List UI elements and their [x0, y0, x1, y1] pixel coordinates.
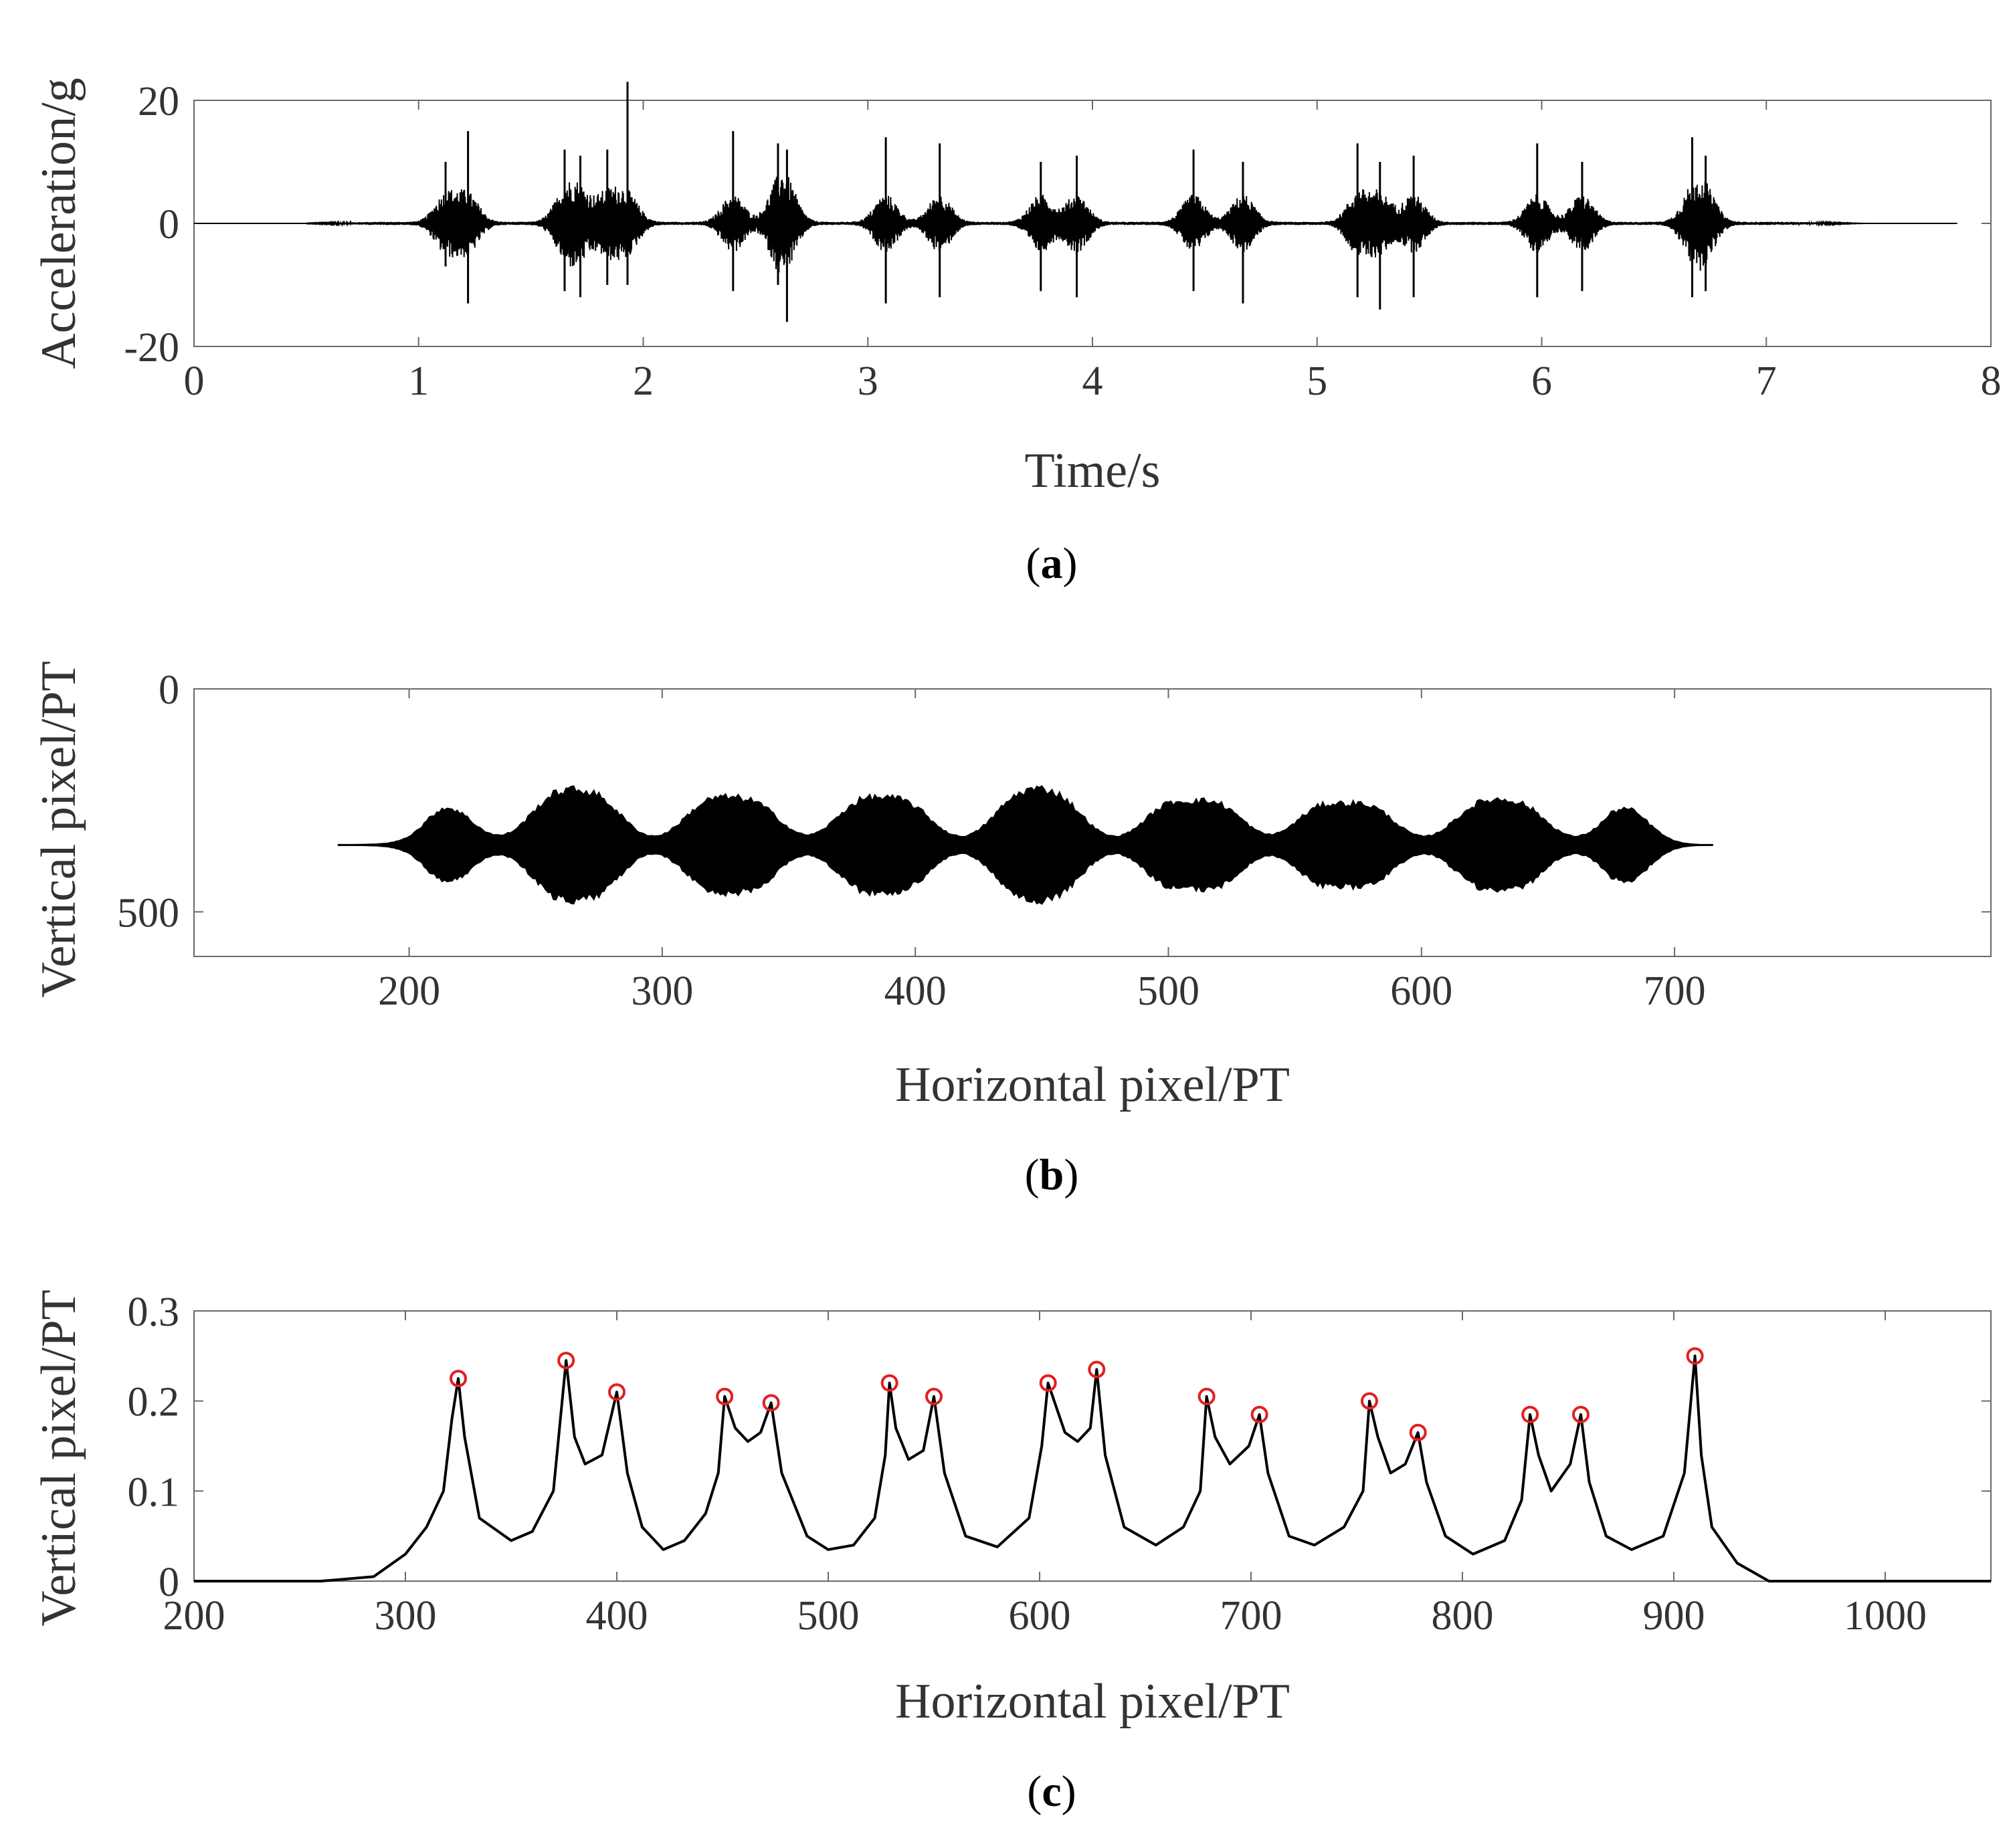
panel-b-y-tick-label: 0	[159, 668, 179, 713]
panel-a-signal	[194, 82, 1957, 322]
panel-a-x-tick-label: 8	[1981, 358, 2002, 404]
panel-c-x-axis-label: Horizontal pixel/PT	[895, 1674, 1290, 1729]
panel-a-x-tick-label: 7	[1756, 358, 1777, 404]
peak-marker	[1039, 1374, 1057, 1392]
panel-b-x-axis-label: Horizontal pixel/PT	[895, 1057, 1290, 1112]
panel-c-x-tick-label: 300	[375, 1593, 437, 1639]
panel-a-x-tick-label: 3	[858, 358, 878, 404]
panel-c: 200 300 400 500 600 700 800 900 1000 00.10.20.3 …	[31, 1290, 1992, 1816]
panel-c-line	[194, 1354, 1991, 1582]
profile-line	[194, 1354, 1991, 1582]
panel-b-x-tick-label: 600	[1390, 968, 1452, 1014]
panel-a-x-tick-label: 6	[1531, 358, 1552, 404]
panel-b-y-tick-label: 500	[117, 890, 179, 936]
panel-a-y-tick-label: 0	[159, 202, 179, 247]
panel-b-x-tick-label: 200	[378, 968, 440, 1014]
panel-c-x-tick-label: 900	[1643, 1593, 1705, 1639]
panel-c-x-tick-label: 500	[797, 1593, 860, 1639]
panel-c-x-tick-label: 800	[1432, 1593, 1494, 1639]
peak-marker	[1197, 1387, 1216, 1405]
panel-a-x-ticks: 0 1 2 3 4 5 6 7 8	[184, 100, 2002, 404]
panel-b-trace	[337, 785, 1713, 905]
panel-a-y-axis-label: Acceleration/g	[31, 78, 86, 369]
panel-b-y-axis-label: Vertical pixel/PT	[31, 661, 86, 997]
peak-marker	[1250, 1405, 1268, 1423]
peak-marker	[1360, 1392, 1378, 1410]
panel-a-x-tick-label: 0	[184, 358, 205, 404]
panel-b-x-tick-label: 300	[631, 968, 693, 1014]
panel-a-caption: (a)	[1026, 539, 1078, 588]
panel-b-x-tick-label: 500	[1137, 968, 1200, 1014]
panel-a-x-tick-label: 5	[1307, 358, 1327, 404]
panel-c-y-axis-label: Vertical pixel/PT	[31, 1290, 86, 1626]
panel-c-plot-frame	[193, 1310, 1992, 1582]
peak-marker	[925, 1387, 943, 1405]
panel-a-x-tick-label: 4	[1082, 358, 1103, 404]
panel-c-y-ticks: 0 0.1 0.2 0.3	[128, 1290, 1991, 1605]
panel-c-x-ticks: 200 300 400 500 600 700 800 900 1000	[163, 1311, 1927, 1639]
panel-a-x-tick-label: 1	[408, 358, 429, 404]
peak-marker	[880, 1374, 898, 1392]
panel-c-x-tick-label: 400	[586, 1593, 648, 1639]
panel-c-x-tick-label: 600	[1009, 1593, 1071, 1639]
panel-b: 200 300 400 500 600 700 0 500 Horizontal pixel…	[31, 661, 1992, 1199]
panel-c-x-tick-label: 1000	[1844, 1593, 1927, 1639]
peak-marker	[1521, 1405, 1539, 1423]
panel-a-y-ticks: 20 0 -20	[124, 79, 1991, 371]
panel-a-x-axis-label: Time/s	[1025, 443, 1161, 498]
peak-marker	[762, 1394, 780, 1412]
panel-a-y-tick-label: -20	[124, 325, 179, 371]
peak-marker	[450, 1370, 467, 1387]
panel-c-peak-markers	[450, 1347, 1704, 1441]
panel-b-plot-frame	[193, 688, 1992, 957]
panel-c-y-tick-label: 0	[159, 1560, 179, 1605]
panel-a-y-tick-label: 20	[138, 79, 179, 124]
peak-marker	[608, 1383, 626, 1401]
panel-c-y-tick-label: 0.3	[128, 1290, 180, 1335]
panel-c-caption: (c)	[1027, 1767, 1076, 1816]
panel-c-x-tick-label: 700	[1220, 1593, 1282, 1639]
peak-marker	[1088, 1360, 1106, 1378]
panel-b-x-tick-label: 400	[884, 968, 947, 1014]
peak-marker	[1571, 1405, 1590, 1423]
panel-c-y-tick-label: 0.1	[128, 1469, 180, 1515]
peak-marker	[716, 1387, 734, 1405]
panel-b-y-ticks: 0 500	[117, 668, 1991, 936]
panel-a-x-tick-label: 2	[633, 358, 654, 404]
panel-b-caption: (b)	[1025, 1150, 1079, 1199]
panel-c-x-tick-label: 200	[163, 1593, 225, 1639]
panel-b-x-tick-label: 700	[1644, 968, 1706, 1014]
panel-b-x-ticks: 200 300 400 500 600 700	[378, 689, 1706, 1014]
signal-waveform	[306, 176, 1867, 273]
panel-c-y-tick-label: 0.2	[128, 1380, 180, 1425]
peak-marker	[1686, 1347, 1704, 1365]
peak-marker	[1409, 1423, 1427, 1441]
peak-marker	[557, 1352, 575, 1370]
